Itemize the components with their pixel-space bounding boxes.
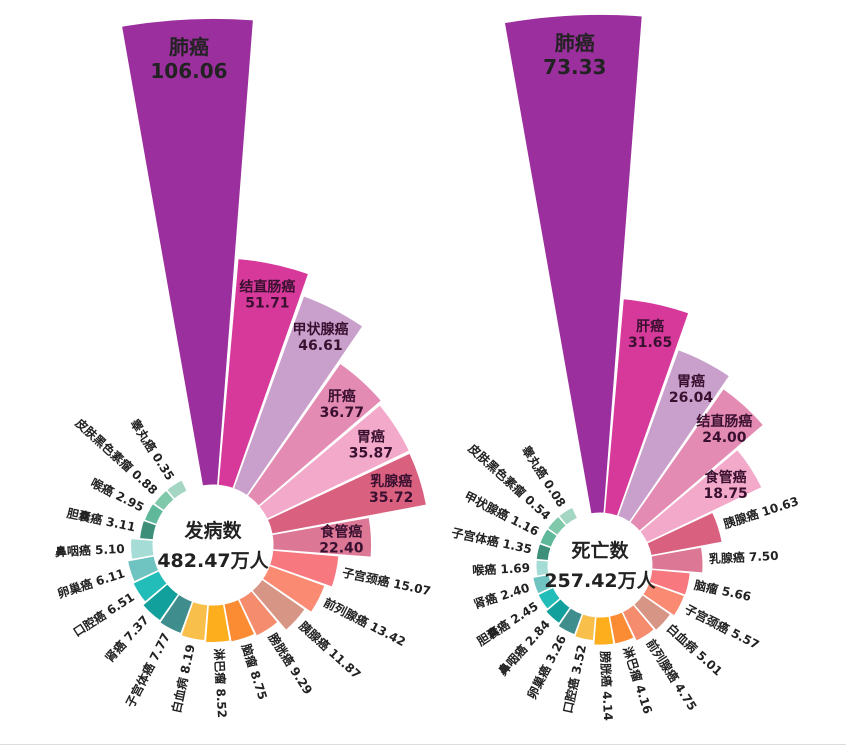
wedge-label: 肺癌 <box>169 35 209 59</box>
wedge-label: 脑瘤 5.66 <box>692 577 753 604</box>
wedge-label: 子宫颈癌 15.07 <box>341 565 432 599</box>
rose-wedge <box>557 607 583 636</box>
rose-wedge <box>621 604 655 642</box>
rose-chart-deaths: 肺癌73.33肝癌31.65胃癌26.04结直肠癌24.00食管癌18.75胰腺… <box>450 13 800 721</box>
rose-wedge <box>648 568 691 596</box>
rose-wedge <box>258 404 411 520</box>
wedge-label: 肝癌 <box>328 388 356 405</box>
rose-wedge <box>503 13 643 515</box>
wedge-value: 73.33 <box>543 55 606 79</box>
wedge-label: 胃癌 <box>677 373 705 390</box>
wedge-label: 膀胱癌 4.14 <box>598 650 616 721</box>
wedge-label: 肝癌 <box>636 318 664 335</box>
rose-wedge <box>130 538 155 560</box>
wedge-value: 51.71 <box>245 295 289 311</box>
wedge-value: 24.00 <box>702 430 747 446</box>
wedge-label: 乳腺癌 <box>370 473 412 490</box>
rose-wedge <box>132 570 168 603</box>
rose-wedge <box>159 593 194 635</box>
wedge-label: 甲状腺癌 <box>292 321 348 338</box>
wedge-value: 18.75 <box>704 486 748 502</box>
wedge-label: 胆囊癌 3.11 <box>66 505 137 534</box>
wedge-value: 106.06 <box>150 59 227 83</box>
center-total: 482.47万人 <box>157 550 269 572</box>
wedge-label: 肺癌 <box>555 31 595 55</box>
wedge-label: 卵巢癌 6.11 <box>56 565 127 601</box>
rose-wedge <box>238 590 279 637</box>
wedge-label: 结直肠癌 <box>239 278 295 295</box>
wedge-label: 口腔癌 3.52 <box>560 643 589 714</box>
rose-wedge <box>537 586 561 610</box>
center-title: 死亡数 <box>571 539 629 562</box>
wedge-label: 食管癌 <box>705 469 747 486</box>
rose-wedge <box>143 503 165 526</box>
wedge-value: 46.61 <box>298 338 342 354</box>
wedge-label: 乳腺癌 7.50 <box>708 548 778 566</box>
wedge-label: 前列腺癌 13.42 <box>321 595 408 650</box>
wedge-label: 淋巴瘤 8.52 <box>212 648 230 718</box>
rose-wedge <box>246 362 383 507</box>
wedge-label: 肾癌 7.37 <box>102 612 152 665</box>
wedge-value: 36.77 <box>320 405 364 421</box>
rose-wedge <box>139 519 158 541</box>
center-total: 257.42万人 <box>544 570 656 592</box>
center-title: 发病数 <box>183 519 242 542</box>
rose-wedge <box>261 564 326 613</box>
rose-wedge <box>593 615 615 646</box>
wedge-label: 鼻咽癌 5.10 <box>55 541 125 559</box>
rose-wedge <box>546 515 567 536</box>
rose-wedge <box>617 349 731 523</box>
rose-wedge <box>642 582 686 617</box>
wedge-label: 白血病 8.19 <box>168 643 197 714</box>
wedge-label: 喉癌 1.69 <box>472 560 530 578</box>
rose-wedge <box>535 543 552 562</box>
rose-wedge <box>532 573 554 595</box>
rose-wedge <box>153 489 175 512</box>
wedge-label: 皮肤黑色素瘤 0.88 <box>72 415 161 498</box>
rose-wedge <box>633 594 672 632</box>
rose-wedge <box>650 546 704 574</box>
rose-wedge <box>266 452 428 535</box>
wedge-value: 22.40 <box>319 541 364 557</box>
rose-wedge <box>217 258 310 490</box>
rose-wedge <box>629 388 765 532</box>
wedge-value: 26.04 <box>669 390 714 406</box>
rose-wedge <box>535 559 550 577</box>
rose-wedge <box>232 295 364 497</box>
rose-wedge <box>608 611 635 645</box>
rose-wedge <box>180 600 209 642</box>
rose-wedge <box>142 583 180 622</box>
rose-wedge <box>545 598 571 625</box>
bottom-divider <box>0 744 846 745</box>
rose-wedge <box>223 598 256 643</box>
wedge-label: 胰腺癌 11.87 <box>296 618 364 682</box>
wedge-value: 35.87 <box>349 445 393 461</box>
wedge-label: 胃癌 <box>357 428 385 445</box>
rose-wedge <box>251 578 306 631</box>
rose-wedge <box>646 511 723 557</box>
wedge-label: 食管癌 <box>320 524 362 541</box>
rose-wedge <box>166 479 188 500</box>
rose-wedge <box>539 528 558 548</box>
rose-wedge <box>268 549 340 588</box>
wedge-label: 脑瘤 8.75 <box>238 641 270 702</box>
rose-wedge <box>271 516 373 558</box>
rose-wedge <box>204 603 231 643</box>
wedge-value: 35.72 <box>369 490 413 506</box>
rose-wedge <box>558 506 579 526</box>
rose-wedge <box>120 17 254 487</box>
wedge-value: 31.65 <box>628 335 672 351</box>
rose-wedge <box>639 448 763 544</box>
rose-wedge <box>127 555 160 583</box>
rose-wedge <box>603 298 690 517</box>
rose-wedge <box>574 613 597 642</box>
wedge-label: 结直肠癌 <box>696 413 752 430</box>
